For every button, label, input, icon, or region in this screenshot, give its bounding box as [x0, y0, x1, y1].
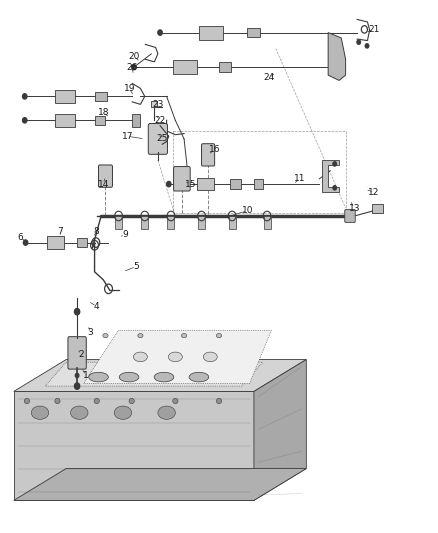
- Text: 19: 19: [124, 84, 135, 93]
- Circle shape: [166, 181, 171, 187]
- Text: 5: 5: [133, 262, 139, 271]
- Text: 2: 2: [79, 350, 84, 359]
- Text: 18: 18: [98, 108, 109, 117]
- Text: 4: 4: [94, 302, 99, 311]
- Bar: [132, 114, 140, 127]
- Ellipse shape: [31, 406, 49, 419]
- Text: 13: 13: [349, 204, 360, 213]
- Ellipse shape: [94, 398, 99, 403]
- Text: 24: 24: [264, 73, 275, 82]
- Ellipse shape: [216, 334, 222, 338]
- Text: 17: 17: [122, 132, 133, 141]
- Circle shape: [158, 30, 162, 35]
- Polygon shape: [14, 391, 254, 500]
- Circle shape: [74, 309, 80, 315]
- Polygon shape: [45, 362, 263, 386]
- Bar: [167, 216, 174, 229]
- Ellipse shape: [88, 372, 108, 382]
- Circle shape: [75, 373, 79, 377]
- Text: 8: 8: [94, 228, 99, 237]
- Text: 10: 10: [242, 206, 253, 215]
- FancyBboxPatch shape: [68, 337, 86, 369]
- Bar: [151, 101, 156, 107]
- Circle shape: [132, 64, 136, 70]
- Text: 11: 11: [294, 174, 306, 183]
- Ellipse shape: [119, 372, 139, 382]
- Bar: [46, 236, 64, 249]
- Ellipse shape: [168, 352, 182, 362]
- Text: 6: 6: [18, 233, 23, 242]
- FancyBboxPatch shape: [173, 166, 190, 191]
- Bar: [55, 90, 75, 103]
- Bar: [264, 216, 271, 229]
- FancyBboxPatch shape: [345, 209, 355, 222]
- Ellipse shape: [55, 398, 60, 403]
- Text: 20: 20: [128, 52, 140, 61]
- Ellipse shape: [158, 406, 175, 419]
- Text: 14: 14: [98, 180, 109, 189]
- Polygon shape: [321, 160, 339, 192]
- Text: 12: 12: [368, 188, 380, 197]
- Bar: [173, 60, 197, 74]
- Bar: [115, 216, 122, 229]
- Circle shape: [333, 162, 336, 166]
- Ellipse shape: [24, 398, 29, 403]
- Ellipse shape: [154, 372, 174, 382]
- Text: 21: 21: [368, 26, 380, 35]
- Bar: [55, 114, 75, 127]
- FancyBboxPatch shape: [99, 165, 113, 187]
- Ellipse shape: [103, 334, 108, 338]
- Polygon shape: [328, 33, 346, 80]
- Text: 1: 1: [83, 371, 89, 380]
- Circle shape: [22, 118, 27, 123]
- Polygon shape: [14, 360, 306, 391]
- Text: 15: 15: [185, 180, 196, 189]
- Bar: [95, 92, 107, 101]
- Circle shape: [333, 185, 336, 190]
- Ellipse shape: [129, 398, 134, 403]
- Polygon shape: [254, 360, 306, 500]
- Text: 25: 25: [156, 134, 168, 143]
- Text: 23: 23: [152, 100, 163, 109]
- FancyBboxPatch shape: [201, 144, 215, 166]
- Bar: [197, 177, 214, 190]
- Text: 9: 9: [122, 230, 128, 239]
- Bar: [198, 216, 205, 229]
- Text: 3: 3: [87, 328, 93, 337]
- Bar: [199, 26, 223, 39]
- Ellipse shape: [216, 398, 222, 403]
- Bar: [77, 238, 87, 247]
- Bar: [230, 179, 241, 189]
- Circle shape: [357, 40, 360, 44]
- Bar: [254, 179, 263, 189]
- Bar: [219, 62, 231, 72]
- Bar: [95, 116, 106, 125]
- Text: 7: 7: [57, 228, 63, 237]
- Polygon shape: [14, 469, 306, 500]
- FancyBboxPatch shape: [148, 124, 167, 155]
- Circle shape: [23, 240, 28, 245]
- Ellipse shape: [114, 406, 132, 419]
- Text: 22: 22: [155, 116, 166, 125]
- Bar: [141, 216, 148, 229]
- Text: 26: 26: [126, 63, 138, 71]
- Circle shape: [74, 383, 80, 389]
- Bar: [372, 204, 383, 213]
- Polygon shape: [84, 330, 272, 383]
- Bar: [229, 216, 236, 229]
- Circle shape: [22, 94, 27, 99]
- Circle shape: [365, 44, 369, 48]
- Ellipse shape: [134, 352, 148, 362]
- Bar: [247, 28, 261, 37]
- Ellipse shape: [138, 334, 143, 338]
- Ellipse shape: [203, 352, 217, 362]
- Ellipse shape: [181, 334, 187, 338]
- Text: 16: 16: [209, 145, 220, 154]
- Ellipse shape: [189, 372, 209, 382]
- Ellipse shape: [71, 406, 88, 419]
- Ellipse shape: [173, 398, 178, 403]
